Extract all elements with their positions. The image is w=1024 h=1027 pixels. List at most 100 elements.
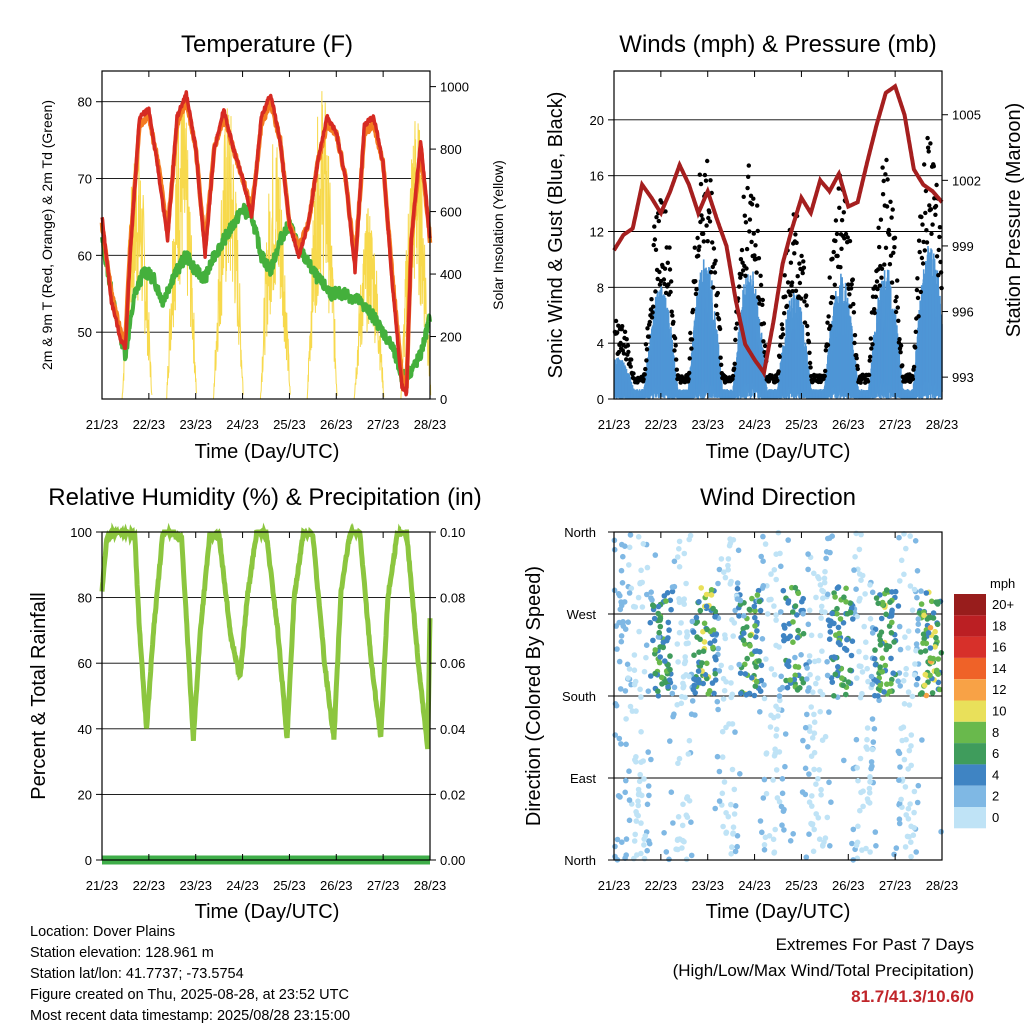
direction-point — [807, 728, 813, 734]
gust-point — [928, 207, 934, 212]
direction-point — [782, 763, 788, 770]
direction-point — [868, 765, 874, 772]
gust-point — [754, 270, 759, 275]
gust-point — [739, 272, 744, 277]
direction-point — [914, 799, 921, 806]
direction-point — [917, 691, 924, 697]
direction-point — [815, 657, 822, 664]
extremes-title: Extremes For Past 7 Days — [775, 935, 974, 954]
gust-point — [926, 149, 931, 154]
ytick-label: 20 — [78, 787, 92, 802]
direction-point — [613, 702, 620, 709]
gust-point — [788, 260, 794, 265]
direction-point — [645, 749, 651, 755]
direction-point — [832, 594, 838, 600]
direction-point — [902, 784, 909, 790]
gust-point — [782, 273, 787, 278]
direction-point — [903, 812, 909, 818]
direction-point — [774, 795, 781, 801]
direction-point — [763, 790, 770, 797]
gust-point — [823, 348, 828, 353]
gust-point — [802, 320, 808, 325]
gust-point — [689, 337, 695, 342]
direction-point — [805, 621, 812, 628]
direction-point — [804, 676, 810, 682]
direction-point — [728, 694, 734, 701]
direction-point — [737, 597, 744, 604]
direction-point — [718, 556, 725, 562]
direction-point — [735, 547, 742, 554]
gust-point — [839, 246, 844, 251]
direction-point — [759, 636, 766, 642]
gust-point — [651, 242, 656, 248]
direction-point — [631, 667, 638, 673]
gust-point — [916, 238, 922, 243]
direction-point — [782, 625, 788, 631]
y2tick-label: 1000 — [440, 80, 469, 95]
direction-point — [826, 535, 833, 541]
direction-point — [818, 786, 824, 793]
gust-point — [799, 253, 804, 259]
gust-point — [671, 319, 676, 325]
gust-point — [915, 276, 920, 281]
direction-point — [727, 536, 733, 542]
xtick-label: 22/23 — [645, 417, 678, 432]
direction-point — [848, 605, 855, 611]
direction-point — [896, 623, 903, 630]
direction-point — [758, 677, 765, 684]
direction-point — [643, 654, 649, 661]
direction-point — [667, 738, 673, 744]
temperature-title: Temperature (F) — [181, 31, 353, 58]
y2tick-label: 996 — [952, 305, 974, 320]
gust-point — [705, 158, 710, 164]
direction-point — [815, 776, 821, 782]
direction-point — [618, 741, 624, 747]
direction-point — [749, 675, 755, 681]
direction-point — [879, 655, 886, 661]
direction-point — [618, 567, 625, 574]
direction-point — [635, 802, 642, 809]
direction-point — [862, 591, 868, 597]
direction-point — [768, 712, 774, 719]
direction-point — [644, 564, 651, 571]
gust-point — [807, 360, 813, 366]
direction-point — [901, 571, 907, 578]
y2tick-label: 1002 — [952, 173, 981, 188]
gust-point — [751, 196, 756, 201]
gust-point — [686, 377, 691, 382]
direction-point — [668, 789, 675, 795]
direction-point — [914, 594, 920, 601]
info-latlon: Station lat/lon: 41.7737; -73.5754 — [30, 966, 244, 982]
gust-point — [667, 267, 673, 272]
direction-point — [737, 670, 744, 676]
gust-point — [711, 285, 716, 290]
gust-point — [775, 378, 780, 383]
direction-point — [738, 690, 744, 697]
direction-point — [695, 668, 702, 674]
direction-point — [619, 580, 626, 586]
direction-point — [775, 713, 781, 719]
direction-point — [792, 603, 799, 609]
solar-ylabel: Solar Insolation (Yellow) — [490, 160, 506, 310]
direction-point — [918, 649, 924, 655]
gust-point — [921, 239, 926, 245]
direction-point — [901, 701, 908, 707]
direction-point — [831, 654, 837, 660]
direction-point — [648, 756, 654, 763]
direction-point — [923, 692, 930, 699]
gust-point — [761, 321, 767, 326]
gust-point — [690, 307, 696, 313]
direction-point — [778, 609, 784, 615]
gust-point — [715, 311, 720, 317]
direction-point — [652, 552, 659, 558]
direction-point — [901, 756, 908, 763]
gust-point — [883, 245, 889, 250]
gust-point — [669, 309, 674, 314]
direction-point — [813, 781, 819, 787]
direction-point — [921, 682, 928, 689]
direction-point — [935, 679, 942, 686]
direction-point — [800, 595, 806, 602]
direction-point — [633, 818, 640, 824]
direction-point — [697, 607, 704, 614]
direction-point — [903, 545, 909, 552]
